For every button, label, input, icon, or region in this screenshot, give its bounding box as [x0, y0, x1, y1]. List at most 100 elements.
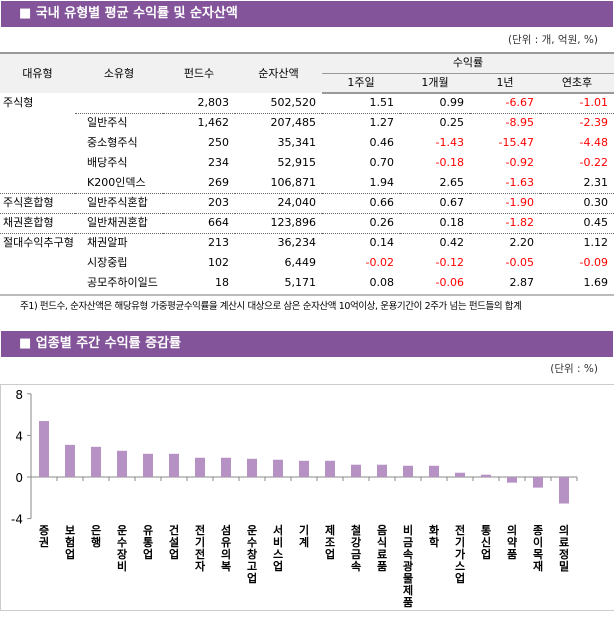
cell-minor: 채권알파: [75, 232, 163, 253]
cell-minor: 일반주식: [75, 112, 163, 133]
bar: [455, 472, 465, 477]
cell-y1: -1.63: [505, 175, 534, 189]
x-tick-label: 전기가스업: [454, 523, 466, 585]
x-tick-label: 비금속광물제품: [402, 523, 414, 609]
col-returns: 수익률: [322, 52, 614, 74]
bar: [169, 453, 179, 477]
x-tick-label: 증 권: [38, 523, 50, 549]
cell-m1: -0.18: [435, 156, 464, 169]
col-1w: 1주일: [322, 73, 400, 94]
table-row: 절대수익추구형 채권알파 213 36,234 0.14 0.42 2.20 1.12: [0, 232, 614, 253]
cell-nav: 502,520: [270, 95, 317, 109]
cell-w1: 0.08: [369, 276, 395, 289]
cell-nav: 6,449: [284, 256, 317, 269]
cell-w1: 1.51: [369, 96, 395, 110]
cell-y1: -8.95: [470, 112, 540, 133]
x-tick-label: 전기전자: [194, 523, 206, 573]
table-row: 채권혼합형 일반채권혼합 664 123,896 0.26 0.18 -1.82 0.45: [0, 212, 614, 233]
bar: [403, 465, 413, 477]
table-row: 일반주식 1,462 207,485 1.27 0.25 -8.95 -2.39: [0, 112, 614, 133]
cell-w1: 1.94: [369, 175, 395, 189]
cell-m1: 0.25: [400, 112, 470, 133]
col-ytd: 연초후: [540, 73, 614, 94]
bar: [143, 453, 153, 477]
cell-m1: 0.18: [400, 212, 470, 233]
cell-count: 213: [163, 232, 235, 253]
cell-w1: 0.70: [369, 156, 395, 169]
bar: [325, 460, 335, 477]
x-tick-label: 기 계: [298, 523, 310, 549]
y-tick-label: -4: [11, 513, 23, 527]
x-tick-label: 의료정밀: [558, 523, 570, 573]
bar: [559, 477, 569, 504]
cell-y1: 2.87: [509, 276, 535, 289]
x-tick-label: 보험업: [64, 523, 76, 561]
cell-m1: 0.99: [439, 96, 465, 110]
cell-count: 664: [163, 212, 235, 233]
cell-minor: 배당주식: [87, 156, 128, 169]
cell-w1: 1.27: [322, 112, 400, 133]
cell-major: 주식혼합형: [0, 192, 75, 213]
cell-major: 절대수익추구형: [0, 232, 75, 253]
cell-ytd: -0.22: [579, 156, 608, 169]
bar: [247, 458, 257, 477]
cell-major: [0, 153, 75, 173]
cell-ytd: -4.48: [579, 136, 608, 149]
cell-ytd: 2.31: [583, 175, 609, 189]
cell-major: [0, 253, 75, 273]
bar: [533, 477, 543, 488]
x-tick-label: 은 행: [90, 523, 102, 549]
bar: [351, 464, 361, 477]
bar: [117, 450, 127, 477]
x-tick-label: 운수창고업: [246, 523, 258, 585]
cell-ytd: 1.12: [540, 232, 614, 253]
cell-nav: 35,341: [277, 136, 317, 149]
cell-count: 2,803: [197, 95, 230, 109]
cell-m1: 0.67: [400, 192, 470, 213]
col-1y: 1년: [470, 73, 540, 94]
cell-y1: -1.90: [470, 192, 540, 213]
cell-major: 주식형: [3, 96, 34, 109]
cell-count: 269: [208, 175, 229, 189]
footnote: 주1) 펀드수, 순자산액은 해당유형 가중평균수익률을 계산시 대상으로 삼은…: [0, 294, 614, 313]
cell-ytd: -0.09: [579, 256, 608, 269]
x-tick-label: 운수장비: [116, 523, 128, 573]
cell-m1: 2.65: [439, 175, 465, 189]
table-row: 공모주하이일드 18 5,171 0.08 -0.06 2.87 1.69: [0, 273, 614, 293]
cell-w1: 0.26: [322, 212, 400, 233]
table-row: 중소형주식 250 35,341 0.46 -1.43 -15.47 -4.48: [0, 133, 614, 153]
bar: [507, 477, 517, 483]
col-count: 펀드수: [163, 52, 235, 93]
bar: [39, 421, 49, 477]
table-row: K200인덱스 269 106,871 1.94 2.65 -1.63 2.31: [0, 173, 614, 193]
cell-minor: 중소형주식: [87, 136, 138, 149]
cell-w1: -0.02: [365, 256, 394, 269]
cell-ytd: 1.69: [583, 276, 609, 289]
bar: [91, 446, 101, 477]
cell-count: 18: [215, 276, 229, 289]
x-tick-label: 유통업: [142, 523, 154, 561]
fund-returns-table: 대유형 소유형 펀드수 순자산액 수익률 1주일 1개월 1년 연초후 주식형 2,803 502…: [0, 52, 614, 293]
cell-count: 203: [163, 192, 235, 213]
cell-count: 234: [208, 156, 229, 169]
cell-minor: [75, 93, 163, 113]
cell-y1: -6.67: [505, 96, 534, 110]
cell-nav: 36,234: [235, 232, 322, 253]
table-row: 시장중립 102 6,449 -0.02 -0.12 -0.05 -0.09: [0, 253, 614, 273]
bar: [299, 460, 309, 477]
bar: [195, 457, 205, 477]
bar-chart: 8 4 0 -4: [11, 388, 578, 527]
y-tick-label: 0: [15, 471, 23, 485]
y-tick-label: 8: [15, 388, 23, 402]
cell-count: 250: [208, 136, 229, 149]
cell-y1: -0.05: [505, 256, 534, 269]
bar: [377, 464, 387, 477]
cell-count: 1,462: [163, 112, 235, 133]
y-tick-label: 4: [15, 429, 23, 443]
cell-minor: 공모주하이일드: [87, 276, 158, 289]
bar: [429, 465, 439, 477]
cell-minor: 일반채권혼합: [75, 212, 163, 233]
cell-y1: -1.82: [470, 212, 540, 233]
cell-minor: 일반주식혼합: [75, 192, 163, 213]
cell-y1: -0.92: [505, 156, 534, 169]
